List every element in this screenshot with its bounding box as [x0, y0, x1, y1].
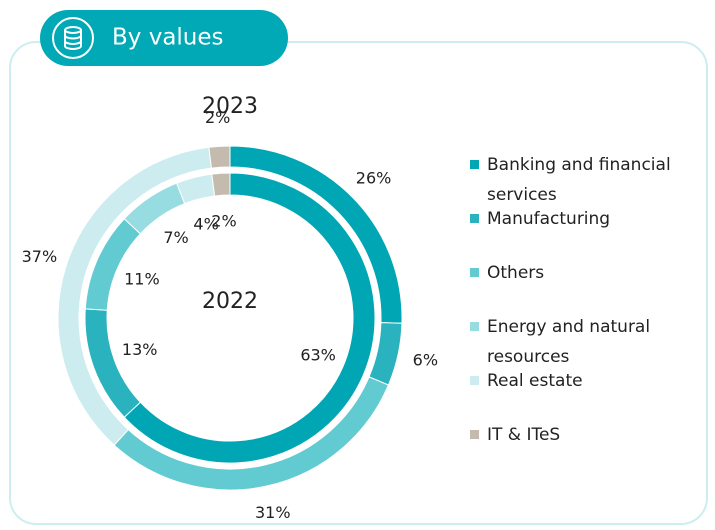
legend-swatch [470, 268, 479, 277]
data-label: 7% [163, 228, 188, 247]
data-label: 2% [211, 212, 236, 231]
data-label: 63% [300, 346, 336, 365]
card-border [9, 41, 708, 525]
legend-item: Others [470, 258, 685, 288]
data-label: 2% [205, 108, 230, 127]
data-label: 26% [356, 168, 392, 187]
legend-item: Real estate [470, 366, 685, 396]
ring-label: 2022 [202, 289, 258, 314]
legend-label: Others [487, 263, 545, 283]
legend-label: Energy and natural resources [487, 317, 651, 367]
legend-swatch [470, 376, 479, 385]
data-label: 4% [193, 215, 218, 234]
legend-item: Banking and financial services [470, 150, 685, 210]
legend-label: Manufacturing [487, 209, 611, 229]
legend-swatch [470, 322, 479, 331]
legend-swatch [470, 160, 479, 169]
legend-swatch [470, 430, 479, 439]
chart-title: By values [112, 25, 224, 51]
donut-segment [123, 172, 376, 464]
donut-segment [211, 172, 231, 197]
data-label: 37% [22, 247, 58, 266]
legend-label: Real estate [487, 371, 583, 391]
legend-item: Manufacturing [470, 204, 685, 234]
legend-swatch [470, 214, 479, 223]
data-label: 31% [255, 503, 291, 522]
ring-label: 2023 [202, 94, 258, 119]
data-label: 6% [413, 350, 438, 369]
donut-segment [208, 145, 231, 169]
data-label: 11% [124, 269, 160, 288]
legend-label: IT & ITeS [487, 425, 561, 445]
legend-label: Banking and financial services [487, 155, 671, 205]
database-icon [52, 17, 94, 59]
legend-item: Energy and natural resources [470, 312, 685, 372]
title-pill [40, 10, 288, 66]
legend-item: IT & ITeS [470, 420, 685, 450]
data-label: 13% [122, 340, 158, 359]
